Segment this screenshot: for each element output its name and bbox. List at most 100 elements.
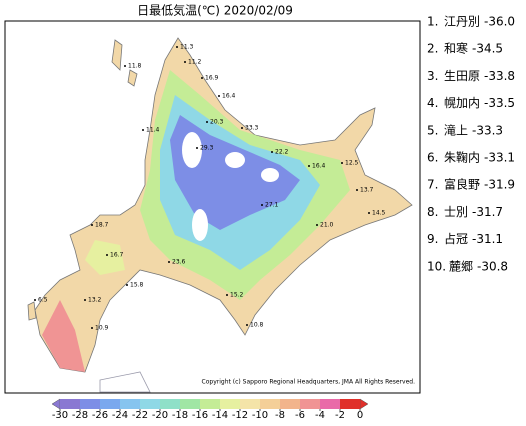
min-temp: -31.9 xyxy=(484,178,515,192)
station-value: 18.7 xyxy=(95,222,109,229)
station-dot xyxy=(106,254,108,256)
station-name: 麓郷 xyxy=(449,259,473,273)
colorbar-tick-label: -22 xyxy=(132,410,148,421)
colorbar-segment xyxy=(140,399,160,409)
station-dot xyxy=(168,261,170,263)
station-name: 江丹別 xyxy=(444,15,480,29)
station-value: 13.7 xyxy=(360,187,374,194)
colorbar-segment xyxy=(220,399,240,409)
rank: 8. xyxy=(427,205,438,219)
colorbar: -30 -28 -26 -24 -22 -20 -18 -16 -14 -12 -10 -8 -6 -4-… xyxy=(51,398,369,421)
island xyxy=(127,69,138,87)
station-dot xyxy=(206,121,208,123)
lake xyxy=(182,132,202,168)
station-dot xyxy=(91,327,93,329)
colorbar-tick-label: -26 xyxy=(92,410,108,421)
station-value: 16.7 xyxy=(110,252,124,259)
lake xyxy=(225,152,245,168)
colorbar-tick-label: -18 xyxy=(172,410,188,421)
station-value: 14.5 xyxy=(372,210,386,217)
station-value: 15.8 xyxy=(130,282,144,289)
station-value: 11.8 xyxy=(128,63,142,70)
colorbar-segment xyxy=(80,399,100,409)
station-value: 6.5 xyxy=(38,297,48,304)
station-value: 27.1 xyxy=(265,202,279,209)
rank: 10. xyxy=(427,259,446,273)
min-temp: -33.5 xyxy=(484,96,515,110)
station-dot xyxy=(368,212,370,214)
island xyxy=(111,39,123,71)
station-name: 占冠 xyxy=(444,231,468,246)
min-temp: -30.8 xyxy=(477,259,508,273)
colorbar-tick-label: -4 xyxy=(315,410,325,421)
station-value: 12.5 xyxy=(345,160,359,167)
colorbar-segment xyxy=(340,399,360,409)
station-dot xyxy=(34,299,36,301)
colorbar-tick-label: -14 xyxy=(212,410,228,421)
station-value: 13.2 xyxy=(88,297,102,304)
colorbar-segment xyxy=(240,399,260,409)
colorbar-segment xyxy=(120,399,140,409)
station-value: 15.2 xyxy=(230,292,244,299)
station-name: 朱鞠内 xyxy=(444,151,480,165)
colorbar-tick-label: -28 xyxy=(72,410,88,421)
station-value: 11.4 xyxy=(146,127,160,134)
colorbar-segment xyxy=(280,399,300,409)
contour xyxy=(42,300,85,372)
min-temp: -33.8 xyxy=(484,69,515,83)
colorbar-tick-label: -24 xyxy=(112,410,128,421)
rank: 5. xyxy=(427,123,438,137)
station-dot xyxy=(356,189,358,191)
station-dot xyxy=(126,284,128,286)
colorbar-arrow xyxy=(359,398,369,410)
rank: 6. xyxy=(427,151,438,165)
station-value: 29.3 xyxy=(200,145,214,152)
contour xyxy=(85,240,125,275)
station-dot xyxy=(142,129,144,131)
station-dot xyxy=(226,294,228,296)
station-value: 10.8 xyxy=(250,322,264,329)
station-name: 幌加内 xyxy=(444,95,480,110)
rank: 4. xyxy=(427,96,438,110)
station-dot xyxy=(196,147,198,149)
title: 日最低気温(℃) 2020/02/09 xyxy=(137,3,293,18)
colorbar-tick-label: 0 xyxy=(357,410,363,421)
station-value: 16.4 xyxy=(222,93,236,100)
station-value: 16.9 xyxy=(205,75,219,82)
colorbar-arrow xyxy=(51,398,61,410)
colorbar-tick-label: -6 xyxy=(295,410,305,421)
colorbar-tick-label: -20 xyxy=(152,410,168,421)
colorbar-segment xyxy=(100,399,120,409)
map xyxy=(27,37,413,393)
min-temp: -36.0 xyxy=(484,15,515,29)
rank: 9. xyxy=(427,232,438,246)
honshu xyxy=(99,371,151,393)
station-value: 16.4 xyxy=(312,163,326,170)
copyright: Copyright (c) Sapporo Regional Headquart… xyxy=(202,379,416,386)
min-temp: -33.3 xyxy=(472,123,503,137)
colorbar-tick-label: -2 xyxy=(335,410,345,421)
colorbar-tick-label: -8 xyxy=(275,410,285,421)
station-value: 33.3 xyxy=(245,125,259,132)
colorbar-segment xyxy=(200,399,220,409)
min-temp: -33.1 xyxy=(484,151,515,165)
station-dot xyxy=(271,151,273,153)
station-dot xyxy=(84,299,86,301)
station-dot xyxy=(308,165,310,167)
station-dot xyxy=(218,95,220,97)
min-temp: -31.7 xyxy=(472,205,503,219)
station-name: 士別 xyxy=(444,205,468,219)
rank: 2. xyxy=(427,42,438,56)
rank: 3. xyxy=(427,69,438,83)
station-dot xyxy=(341,162,343,164)
station-name: 生田原 xyxy=(444,69,480,83)
colorbar-tick-label: -16 xyxy=(192,410,208,421)
station-value: 11.3 xyxy=(180,44,194,51)
colorbar-tick-label: -12 xyxy=(232,410,248,421)
colorbar-segment xyxy=(320,399,340,409)
colorbar-segment xyxy=(60,399,80,409)
station-value: 21.0 xyxy=(320,222,334,229)
colorbar-segment xyxy=(180,399,200,409)
station-dot xyxy=(261,204,263,206)
